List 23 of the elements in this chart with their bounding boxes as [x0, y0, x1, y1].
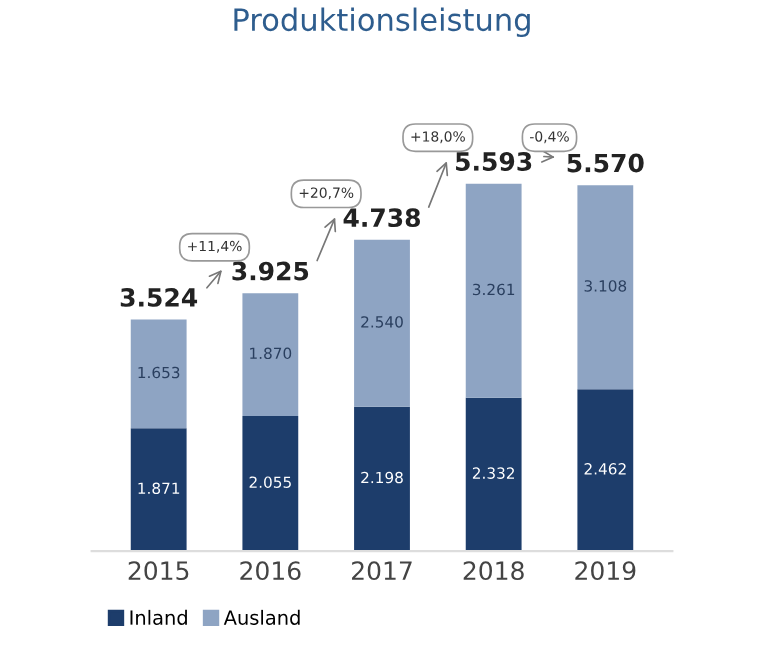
bar	[242, 293, 299, 417]
x-tick-label: 2017	[352, 561, 412, 581]
legend-label: Ausland	[223, 609, 300, 625]
bar	[354, 239, 410, 407]
x-tick-label: 2019	[575, 561, 636, 581]
total-label: 5.593	[456, 152, 532, 171]
x-tick-label: 2018	[463, 561, 524, 581]
legend-label: Inland	[130, 609, 187, 625]
total-label: 3.925	[232, 261, 309, 281]
bar	[130, 428, 187, 552]
bar	[354, 406, 410, 552]
bar	[465, 183, 522, 398]
x-tick-label: 2016	[240, 561, 301, 581]
bar	[577, 185, 634, 390]
bar	[465, 397, 522, 552]
total-label: 3.524	[120, 287, 198, 307]
total-label: 4.738	[343, 208, 420, 228]
bar	[130, 319, 187, 429]
bar	[242, 416, 299, 552]
chart-title: Produktionsleistung	[234, 7, 530, 38]
bar	[577, 389, 634, 552]
total-label: 5.570	[567, 153, 644, 173]
x-tick-label: 2015	[128, 561, 189, 581]
